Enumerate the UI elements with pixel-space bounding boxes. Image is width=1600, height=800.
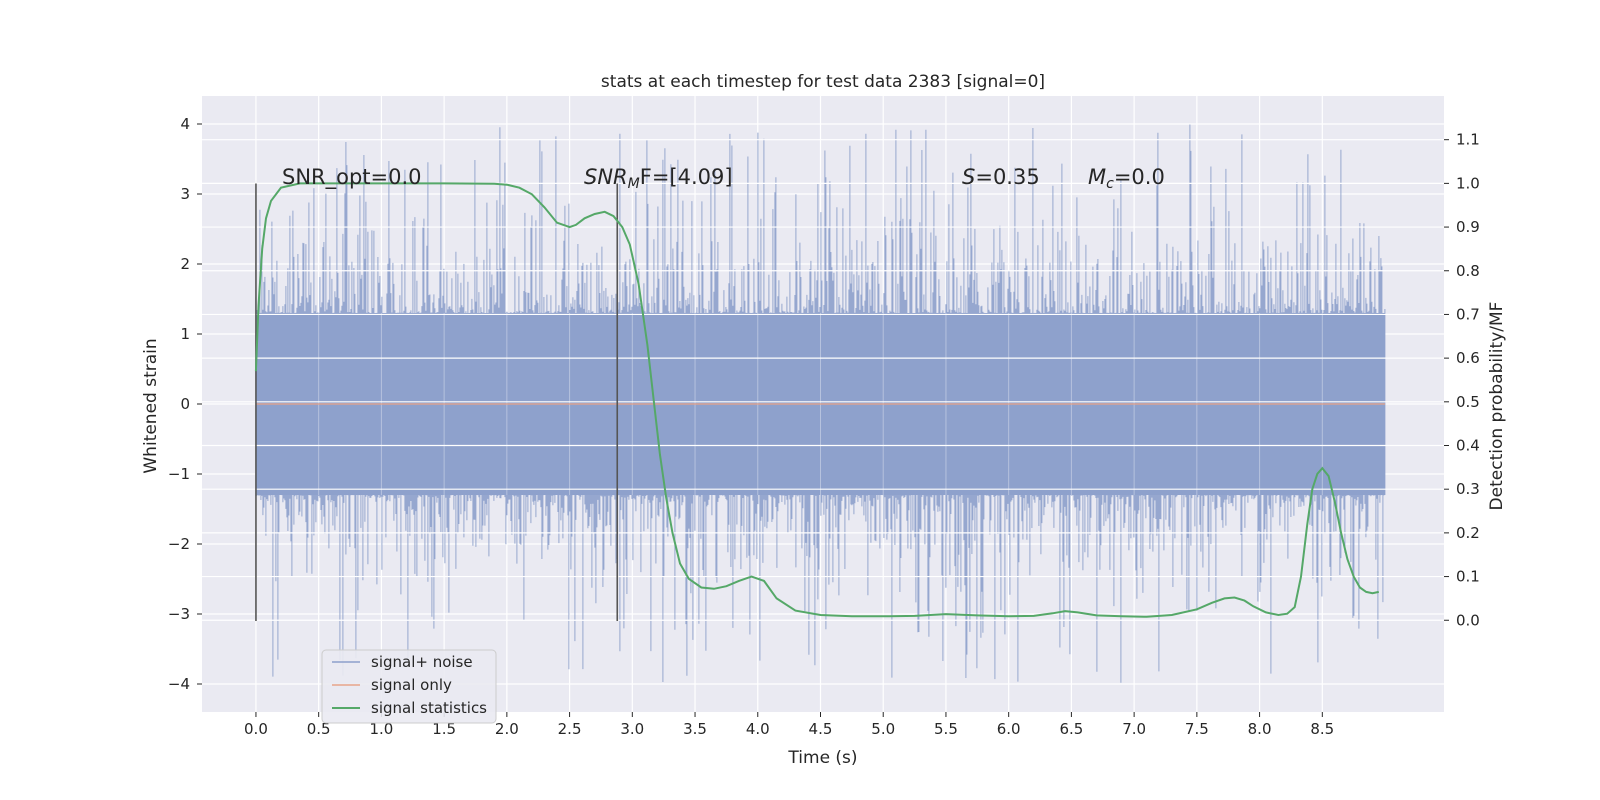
annotation-s-rest: =0.35 xyxy=(975,165,1039,189)
y-tick-label: −1 xyxy=(168,465,190,483)
annotation-mc-sub: c xyxy=(1106,176,1114,192)
annotation-snr-mf-sub: M xyxy=(628,176,640,192)
x-axis-label: Time (s) xyxy=(787,748,857,768)
annotation-s-main: S xyxy=(962,165,975,189)
annotations: SNR_opt=0.0 SNRMF=[4.09] S=0.35 Mc=0.0 xyxy=(282,165,1165,192)
x-tick-label: 7.0 xyxy=(1122,720,1146,738)
y2-tick-label: 0.4 xyxy=(1456,437,1480,455)
y-tick-label: 3 xyxy=(180,185,190,203)
x-tick-label: 5.5 xyxy=(934,720,958,738)
y2-tick-label: 0.2 xyxy=(1456,524,1480,542)
y-axis-ticks: 4 3 2 1 0 −1 −2 −3 −4 xyxy=(168,115,202,693)
y2-tick-label: 0.6 xyxy=(1456,349,1480,367)
x-tick-label: 8.0 xyxy=(1248,720,1272,738)
annotation-snr-mf-main: SNR xyxy=(584,165,628,189)
x-tick-label: 2.5 xyxy=(558,720,582,738)
y2-axis-label: Detection probability/MF xyxy=(1487,302,1507,511)
x-tick-label: 4.0 xyxy=(746,720,770,738)
x-tick-label: 3.5 xyxy=(683,720,707,738)
legend-box xyxy=(321,649,497,724)
legend: signal+ noise signal only signal statist… xyxy=(321,649,497,724)
y2-tick-label: 0.3 xyxy=(1456,480,1480,498)
y-tick-label: 0 xyxy=(180,395,190,413)
x-tick-label: 6.5 xyxy=(1059,720,1083,738)
y-tick-label: 2 xyxy=(180,255,190,273)
y2-axis-ticks: 1.1 1.0 0.9 0.8 0.7 0.6 0.5 0.4 0.3 0.2 0.1 0.0 xyxy=(1444,131,1480,629)
annotation-mc: Mc=0.0 xyxy=(1088,165,1165,192)
vertical-markers xyxy=(255,183,619,621)
y-tick-label: 4 xyxy=(180,115,190,133)
y-tick-label: −2 xyxy=(168,535,190,553)
x-tick-label: 1.5 xyxy=(432,720,456,738)
y-tick-label: −3 xyxy=(168,605,190,623)
legend-label-signal-only: signal only xyxy=(371,676,452,694)
x-axis-ticks: 0.0 0.5 1.0 1.5 2.0 2.5 3.0 3.5 4.0 4.5 5.0 5.5 6.0 6… xyxy=(244,712,1334,738)
y2-tick-label: 0.7 xyxy=(1456,305,1480,323)
annotation-mc-main: M xyxy=(1088,165,1106,189)
x-tick-label: 5.0 xyxy=(871,720,895,738)
x-tick-label: 2.0 xyxy=(495,720,519,738)
x-tick-label: 6.0 xyxy=(997,720,1021,738)
x-tick-label: 8.5 xyxy=(1310,720,1334,738)
annotation-s: S=0.35 xyxy=(962,165,1040,189)
y2-tick-label: 0.1 xyxy=(1456,568,1480,586)
y2-tick-label: 1.1 xyxy=(1456,131,1480,149)
y2-tick-label: 0.9 xyxy=(1456,218,1480,236)
grid-horizontal-overlay xyxy=(202,139,1444,621)
annotation-snr-mf: SNRMF=[4.09] xyxy=(584,165,733,192)
legend-label-signal-noise: signal+ noise xyxy=(371,653,473,671)
chart-title: stats at each timestep for test data 238… xyxy=(601,72,1045,92)
annotation-snr-mf-rest: F=[4.09] xyxy=(640,165,733,189)
legend-label-signal-statistics: signal statistics xyxy=(371,699,487,717)
annotation-snr-opt: SNR_opt=0.0 xyxy=(282,165,422,190)
y-tick-label: −4 xyxy=(168,675,190,693)
y-tick-label: 1 xyxy=(180,325,190,343)
x-tick-label: 3.0 xyxy=(620,720,644,738)
signal-statistics-series xyxy=(254,182,1380,618)
y2-tick-label: 1.0 xyxy=(1456,174,1480,192)
x-tick-label: 0.0 xyxy=(244,720,268,738)
x-tick-label: 7.5 xyxy=(1185,720,1209,738)
y2-tick-label: 0.8 xyxy=(1456,262,1480,280)
y-axis-label: Whitened strain xyxy=(141,338,161,473)
x-tick-label: 0.5 xyxy=(307,720,331,738)
y2-tick-label: 0.0 xyxy=(1456,611,1480,629)
x-tick-label: 4.5 xyxy=(809,720,833,738)
x-tick-label: 1.0 xyxy=(369,720,393,738)
y2-tick-label: 0.5 xyxy=(1456,393,1480,411)
annotation-mc-rest: =0.0 xyxy=(1114,165,1165,189)
